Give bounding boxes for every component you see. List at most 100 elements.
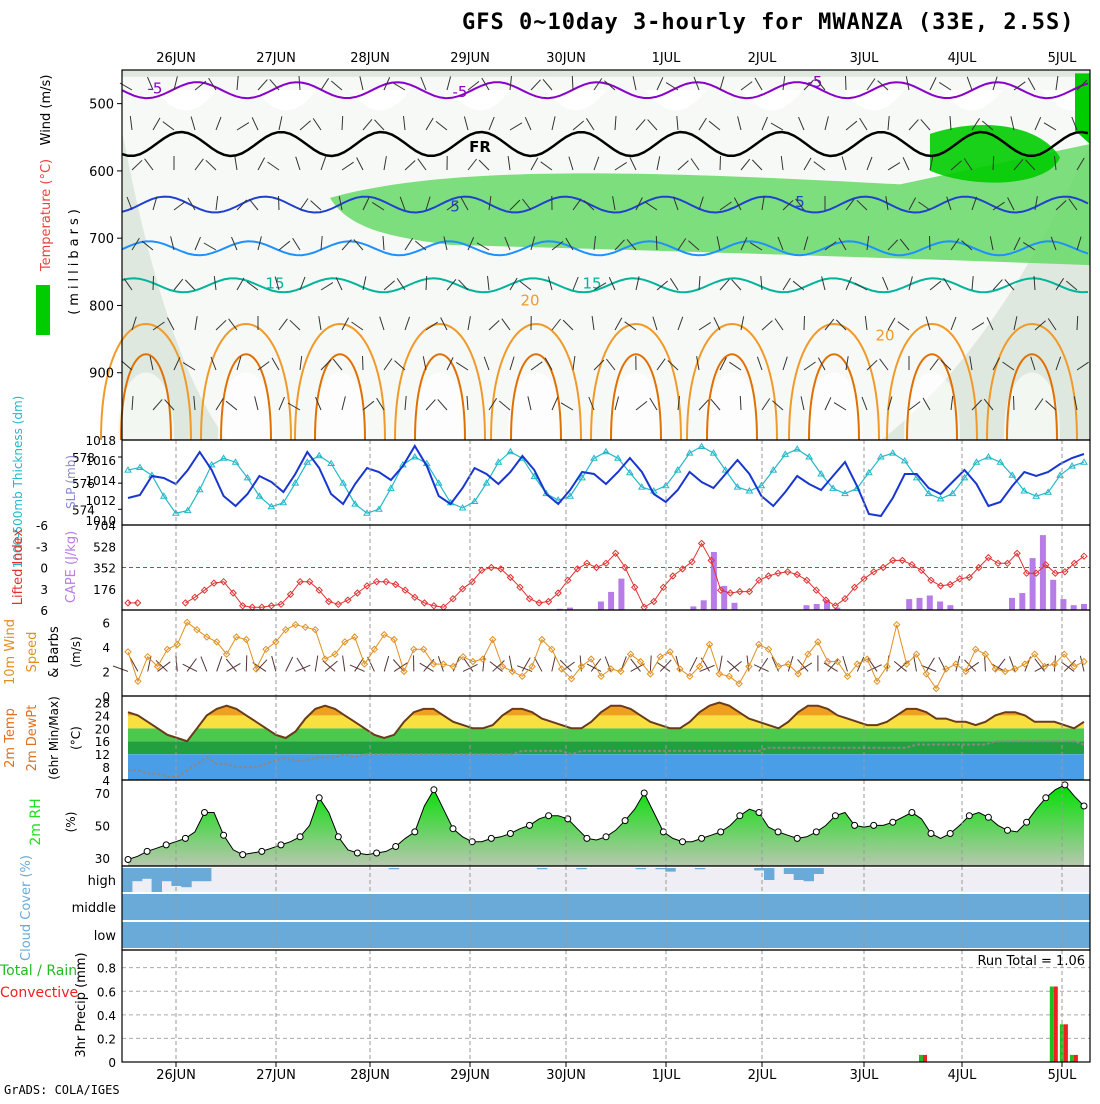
temp-tick-label: 28 — [95, 696, 110, 710]
cape-bar — [947, 605, 953, 610]
wind-barb — [279, 196, 280, 210]
contour-label: 20 — [520, 291, 539, 309]
axis-label-total-rain: Total / Rain — [0, 963, 77, 979]
rh-marker — [680, 839, 686, 845]
cape-bar — [608, 592, 614, 610]
temp-tick-label: 12 — [95, 748, 110, 762]
axis-label-wind-unit: (m/s) — [69, 636, 83, 667]
rh-marker — [966, 813, 972, 819]
cloud-bar-high — [201, 868, 211, 881]
cloud-bar-low — [981, 922, 991, 948]
cloud-bar-high — [142, 868, 152, 879]
date-label-top: 2JUL — [748, 51, 778, 66]
cloud-row-bg-high — [122, 868, 1090, 892]
cloud-bar-middle — [270, 894, 280, 920]
cloud-bar-low — [725, 922, 735, 948]
axis-label-2m-temp: 2m Temp — [3, 708, 18, 768]
rh-marker — [603, 834, 609, 840]
cloud-bar-high — [754, 868, 764, 870]
cloud-bar-middle — [892, 894, 902, 920]
cloud-bar-low — [468, 922, 478, 948]
wind-barb — [720, 156, 721, 170]
date-label-top: 4JUL — [948, 51, 978, 66]
cloud-bar-high — [162, 868, 172, 881]
cloud-bar-low — [162, 922, 172, 948]
cloud-bar-high — [695, 868, 705, 869]
cloud-bar-low — [843, 922, 853, 948]
cloud-bar-middle — [823, 894, 833, 920]
cloud-bar-middle — [329, 894, 339, 920]
wind-tick-label: 6 — [102, 616, 110, 630]
cloud-bar-low — [300, 922, 310, 948]
cloud-bar-middle — [438, 894, 448, 920]
cloud-bar-middle — [537, 894, 547, 920]
cloud-bar-low — [1080, 922, 1090, 948]
cape-bar — [1009, 598, 1015, 610]
cloud-bar-middle — [744, 894, 754, 920]
cloud-bar-low — [122, 922, 132, 948]
y-tick-label: 600 — [89, 165, 114, 180]
rh-marker — [852, 822, 858, 828]
cloud-bar-middle — [201, 894, 211, 920]
cloud-bar-low — [695, 922, 705, 948]
rh-marker — [202, 810, 208, 816]
li-tick-label: 3 — [40, 583, 48, 597]
cloud-bar-low — [241, 922, 251, 948]
precip-tick-label: 0 — [108, 1056, 116, 1070]
cloud-bar-high — [389, 868, 399, 869]
date-label-top: 29JUN — [450, 51, 490, 66]
rh-marker — [775, 829, 781, 835]
y-tick-label: 500 — [89, 98, 114, 113]
cloud-bar-low — [705, 922, 715, 948]
cloud-bar-low — [596, 922, 606, 948]
li-tick-label: 0 — [40, 562, 48, 576]
grads-credit: GrADS: COLA/IGES — [4, 1083, 120, 1097]
axis-label-cape: CAPE (J/kg) — [64, 531, 79, 603]
cloud-bar-middle — [774, 894, 784, 920]
cloud-bar-middle — [626, 894, 636, 920]
rh-marker — [240, 852, 246, 858]
li-tick-label: 6 — [40, 604, 48, 618]
wind-barb-10m — [246, 655, 247, 671]
cloud-bar-low — [873, 922, 883, 948]
cloud-bar-low — [1031, 922, 1041, 948]
axis-label-temp-unit: (°C) — [69, 726, 83, 750]
precip-bar-convective — [1074, 1055, 1078, 1062]
rh-marker — [488, 835, 494, 841]
cloud-bar-low — [1041, 922, 1051, 948]
wind-tick-label: 2 — [102, 665, 110, 679]
rh-marker — [1062, 782, 1068, 788]
wind-barb — [740, 396, 741, 410]
cloud-bar-middle — [517, 894, 527, 920]
rh-marker — [221, 832, 227, 838]
cape-bar — [732, 603, 738, 610]
cloud-bar-middle — [665, 894, 675, 920]
slp-tick-label: 1016 — [85, 454, 116, 468]
cloud-bar-high — [804, 868, 814, 881]
cloud-bar-low — [626, 922, 636, 948]
axis-label-convective: Convective — [0, 985, 78, 1001]
cloud-bar-low — [734, 922, 744, 948]
axis-label-2m-rh: 2m RH — [28, 798, 44, 845]
cloud-bar-low — [685, 922, 695, 948]
cloud-bar-low — [606, 922, 616, 948]
cloud-bar-middle — [646, 894, 656, 920]
cloud-bar-low — [181, 922, 191, 948]
temp-band — [122, 741, 1090, 754]
cloud-bar-low — [754, 922, 764, 948]
axis-label-temperature: Temperature (°C) — [39, 159, 54, 272]
axis-label-speed: Speed — [25, 632, 40, 673]
temp-tick-label: 20 — [95, 722, 110, 736]
rh-marker — [794, 835, 800, 841]
cloud-bar-low — [616, 922, 626, 948]
cloud-bar-middle — [280, 894, 290, 920]
rh-marker — [125, 857, 131, 863]
date-label-top: 28JUN — [350, 51, 390, 66]
cloud-bar-middle — [912, 894, 922, 920]
cloud-bar-low — [833, 922, 843, 948]
panel-bg-wind — [122, 610, 1090, 696]
cloud-bar-middle — [339, 894, 349, 920]
cloud-bar-low — [250, 922, 260, 948]
run-total-label: Run Total = 1.06 — [977, 954, 1085, 969]
